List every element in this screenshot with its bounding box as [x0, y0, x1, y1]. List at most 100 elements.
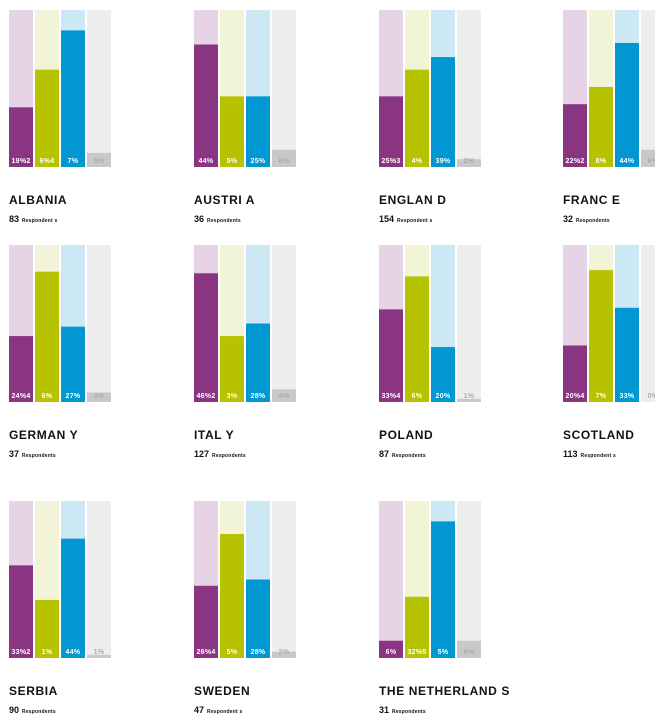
respondent-number: 154	[379, 214, 395, 224]
bar	[272, 389, 296, 402]
bar-background	[457, 245, 481, 402]
panel-bars: 26%4 5% 28% 2%	[194, 501, 296, 658]
bar-value-label: 5%	[227, 649, 238, 656]
bar-value-label: 20%4	[565, 393, 584, 400]
bar	[246, 96, 270, 167]
bar-value-label: 22%2	[565, 158, 584, 165]
panel-bars: 25%3 4% 39% 2%	[379, 10, 481, 167]
bar-background	[457, 501, 481, 658]
bar	[194, 44, 218, 167]
bar-value-label: 1%	[42, 649, 53, 656]
country-name: POLAND	[379, 428, 434, 442]
respondent-count: 37 Respondents	[9, 444, 56, 462]
bar	[641, 149, 655, 167]
bar	[61, 30, 85, 167]
bar-value-label: 6%	[464, 649, 475, 656]
bar-value-label: 25%	[251, 158, 266, 165]
bar	[457, 159, 481, 167]
country-name: FRANC E	[563, 193, 621, 207]
respondent-number: 47	[194, 705, 205, 715]
bar-value-label: 27%	[66, 393, 81, 400]
bar	[405, 276, 429, 402]
bar	[457, 398, 481, 402]
country-name: SWEDEN	[194, 684, 251, 698]
respondent-count: 127 Respondents	[194, 444, 246, 462]
respondent-number: 32	[563, 214, 574, 224]
bar	[246, 579, 270, 658]
bar-background	[379, 501, 403, 658]
bar-value-label: 26%4	[196, 649, 215, 656]
bar	[87, 654, 111, 658]
bar-value-label: 44%	[66, 649, 81, 656]
bar-value-label: 46%2	[196, 393, 215, 400]
bar-value-label: 33%	[620, 393, 635, 400]
panel-bars: 44% 5% 25% 6%	[194, 10, 296, 167]
bar-value-label: 6%	[386, 649, 397, 656]
bar	[431, 521, 455, 658]
bar	[272, 651, 296, 658]
bar	[272, 149, 296, 167]
bar-value-label: 28%	[251, 393, 266, 400]
country-name: GERMAN Y	[9, 428, 79, 442]
bar-value-label: 32%5	[407, 649, 426, 656]
bar	[61, 538, 85, 658]
bar	[9, 336, 33, 402]
respondent-count: 36 Respondents	[194, 209, 241, 227]
respondent-number: 87	[379, 449, 390, 459]
panel-bars: 6% 32%5 5% 6%	[379, 501, 481, 658]
bar-value-label: 1%	[464, 393, 475, 400]
bar-value-label: 44%	[620, 158, 635, 165]
bar-value-label: 5%	[438, 649, 449, 656]
respondent-count: 90 Respondents	[9, 700, 56, 718]
bar-background	[87, 501, 111, 658]
panel-bars: 22%2 8% 44% 6%	[563, 10, 655, 167]
bar	[589, 270, 613, 402]
bar	[220, 336, 244, 402]
bar-background	[641, 245, 655, 402]
bar-value-label: 1%	[94, 649, 105, 656]
bar	[589, 86, 613, 167]
bar	[563, 345, 587, 402]
bar-value-label: 20%	[436, 393, 451, 400]
bar	[379, 96, 403, 167]
bar	[457, 640, 481, 658]
bar	[431, 347, 455, 402]
bar	[379, 309, 403, 402]
bar	[220, 533, 244, 658]
respondent-count: 87 Respondents	[379, 444, 426, 462]
bar-background	[457, 10, 481, 167]
panel-bars: 33%4 6% 20% 1%	[379, 245, 481, 402]
respondent-count: 32 Respondents	[563, 209, 610, 227]
bar-value-label: 2%	[279, 649, 290, 656]
panel-bars: 33%2 1% 44% 1%	[9, 501, 111, 658]
respondent-count: 154 Respondent s	[379, 209, 433, 227]
bar	[61, 326, 85, 402]
panel-bars: 19%2 9%4 7% 5%	[9, 10, 111, 167]
panel-bars: 20%4 7% 33% 0%	[563, 245, 655, 402]
bar-value-label: 7%	[68, 158, 79, 165]
bar	[35, 271, 59, 402]
bar-background	[272, 501, 296, 658]
bar	[35, 69, 59, 167]
bar-value-label: 44%	[199, 158, 214, 165]
bar-value-label: 19%2	[11, 158, 30, 165]
panel-bars: 46%2 3% 28% 4%	[194, 245, 296, 402]
respondent-label: Respondent s	[207, 709, 243, 715]
bar-value-label: 8%	[596, 158, 607, 165]
respondent-number: 127	[194, 449, 210, 459]
bar-value-label: 5%	[94, 158, 105, 165]
bar	[563, 104, 587, 167]
country-name: ENGLAN D	[379, 193, 447, 207]
bar-background	[87, 245, 111, 402]
respondent-number: 36	[194, 214, 205, 224]
respondent-label: Respondents	[22, 453, 56, 459]
respondent-count: 113 Respondent s	[563, 444, 616, 462]
respondent-count: 31 Respondents	[379, 700, 426, 718]
bar-value-label: 3%	[94, 393, 105, 400]
bar	[615, 42, 639, 167]
bar-background	[641, 10, 655, 167]
country-name: SERBIA	[9, 684, 58, 698]
respondent-label: Respondents	[392, 709, 426, 715]
respondent-number: 37	[9, 449, 20, 459]
